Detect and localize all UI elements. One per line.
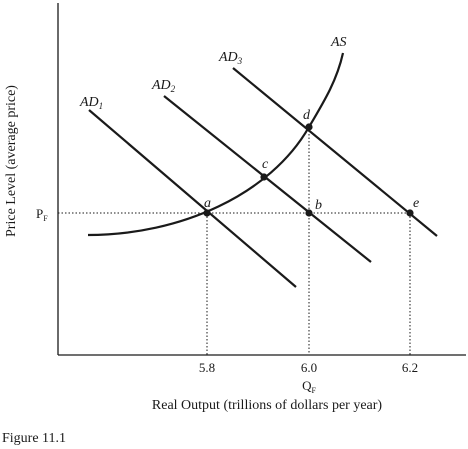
as-label: AS: [330, 35, 347, 50]
point-a: [203, 209, 211, 217]
point-e-label: e: [413, 196, 419, 211]
figure-caption: Figure 11.1: [2, 431, 66, 446]
x-tick-label-6-2: 6.2: [402, 360, 418, 375]
point-a-label: a: [204, 196, 211, 211]
ad1-curve: [88, 109, 297, 288]
x-axis-title: Real Output (trillions of dollars per ye…: [152, 398, 382, 413]
point-d: [305, 123, 313, 131]
ad3-curve: [232, 67, 438, 237]
pf-label: PF: [36, 206, 48, 223]
point-c-label: c: [262, 157, 269, 172]
point-d-label: d: [303, 108, 311, 123]
x-tick-label-6-0: 6.0: [301, 360, 317, 375]
ad3-label: AD3: [218, 50, 243, 66]
point-b: [305, 209, 313, 217]
qf-label: QF: [302, 378, 316, 395]
ad1-label: AD1: [79, 95, 103, 111]
y-axis-title: Price Level (average price): [4, 85, 19, 237]
as-curve: [87, 52, 345, 237]
point-c: [260, 173, 268, 181]
point-b-label: b: [315, 198, 322, 213]
ad2-curve: [163, 95, 372, 263]
point-e: [406, 209, 414, 217]
ad2-label: AD2: [151, 78, 176, 94]
x-tick-label-5-8: 5.8: [199, 360, 215, 375]
